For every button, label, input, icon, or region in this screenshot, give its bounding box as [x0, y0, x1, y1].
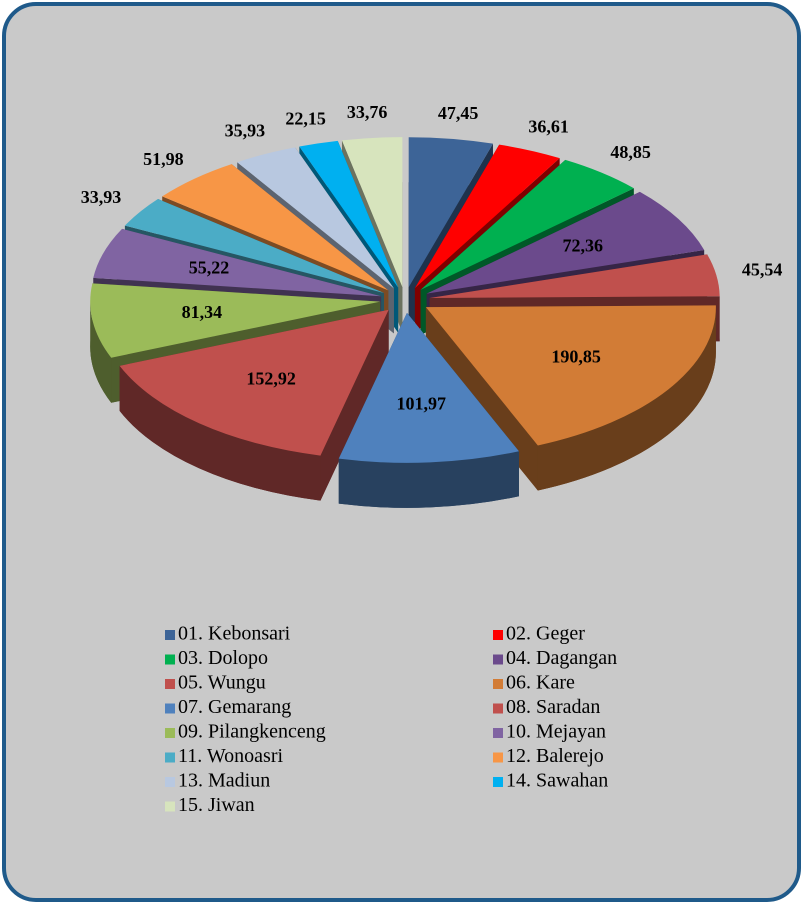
value-label: 36,61: [528, 117, 569, 137]
value-label: 22,15: [285, 108, 326, 128]
slice-side: [119, 365, 321, 501]
slice-top: [162, 164, 389, 291]
legend-label: 02. Geger: [506, 623, 585, 645]
slice-top: [299, 140, 399, 288]
legend-swatch: [493, 654, 503, 665]
slice-top: [429, 254, 720, 299]
value-label: 101,97: [397, 394, 447, 414]
legend-swatch: [165, 777, 175, 787]
slice-side: [90, 301, 112, 403]
slice-side: [537, 307, 716, 491]
legend-swatch: [493, 679, 503, 689]
legend-label: 13. Madiun: [178, 770, 270, 792]
slice-top: [420, 159, 634, 290]
value-label: 33,93: [81, 187, 122, 207]
value-label: 72,36: [563, 236, 604, 256]
legend-label: 14. Sawahan: [506, 770, 608, 792]
legend-label: 05. Wungu: [178, 672, 266, 694]
legend-label: 12. Balerejo: [506, 745, 604, 767]
slice-top: [414, 144, 560, 289]
slice-top: [119, 309, 389, 456]
slice-top: [341, 137, 403, 288]
legend-swatch: [493, 752, 503, 763]
slice-top: [408, 137, 493, 288]
value-label: 152,92: [246, 368, 296, 388]
value-label: 51,98: [143, 149, 184, 169]
slice: [338, 312, 519, 508]
slice: [425, 305, 716, 491]
legend-swatch: [165, 801, 175, 812]
legend-label: 06. Kare: [506, 672, 575, 694]
legend-label: 15. Jiwan: [178, 794, 255, 816]
legend-swatch: [493, 703, 503, 714]
value-label: 47,45: [438, 103, 479, 123]
slice-top: [124, 199, 384, 294]
legend-label: 03. Dolopo: [178, 647, 268, 669]
legend-label: 01. Kebonsari: [178, 623, 291, 645]
value-label: 33,76: [347, 102, 388, 122]
slice-side: [338, 451, 519, 508]
legend-swatch: [165, 752, 175, 763]
slice: [119, 309, 389, 501]
slice-top: [90, 283, 381, 358]
slice-top: [338, 312, 519, 463]
slice-top: [237, 147, 394, 289]
value-label: 55,22: [189, 257, 230, 277]
legend-swatch: [165, 679, 175, 689]
legend-label: 10. Mejayan: [506, 721, 606, 743]
value-label: 190,85: [551, 346, 601, 366]
slice-top: [426, 191, 705, 294]
legend-label: 04. Dagangan: [506, 647, 617, 669]
legend-label: 07. Gemarang: [178, 696, 291, 718]
legend-swatch: [165, 654, 175, 665]
legend-swatch: [493, 777, 503, 787]
legend-label: 11. Wonoasri: [178, 745, 283, 767]
legend-label: 08. Saradan: [506, 696, 600, 718]
legend-swatch: [493, 630, 503, 640]
value-label: 45,54: [742, 260, 783, 280]
legend-label: 09. Pilangkenceng: [178, 721, 326, 743]
legend-swatch: [493, 728, 503, 738]
legend-swatch: [165, 728, 175, 738]
legend-swatch: [165, 630, 175, 640]
slice-top: [425, 305, 716, 446]
slice-top: [93, 228, 382, 297]
legend-swatch: [165, 703, 175, 714]
value-label: 48,85: [610, 142, 651, 162]
value-label: 81,34: [182, 302, 223, 322]
value-label: 35,93: [225, 121, 266, 141]
